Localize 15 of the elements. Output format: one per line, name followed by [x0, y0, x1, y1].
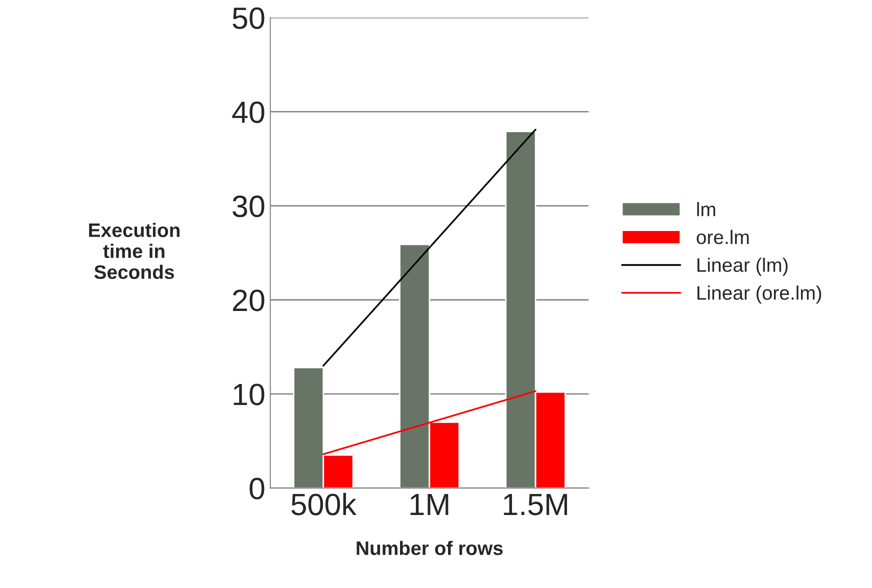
y-axis-title: Execution time in Seconds	[89, 222, 180, 280]
x-tick-label: 1.5M	[504, 494, 568, 516]
x-axis-title: Number of rows	[356, 540, 503, 556]
y-tick-label: 10	[234, 384, 264, 406]
legend-label: Linear (ore.lm)	[698, 286, 822, 304]
y-tick-label: 0	[250, 478, 264, 500]
legend-label: Linear (lm)	[698, 258, 788, 276]
y-tick-label: 50	[232, 7, 264, 30]
y-tick-label: 40	[232, 101, 264, 124]
legend-label: ore.lm	[696, 230, 749, 244]
x-tick-label: 500k	[291, 492, 357, 516]
x-tick-label: 1M	[410, 494, 448, 516]
y-tick-label: 20	[233, 290, 264, 312]
y-tick-label: 30	[232, 196, 264, 218]
legend-label: lm	[697, 202, 716, 216]
